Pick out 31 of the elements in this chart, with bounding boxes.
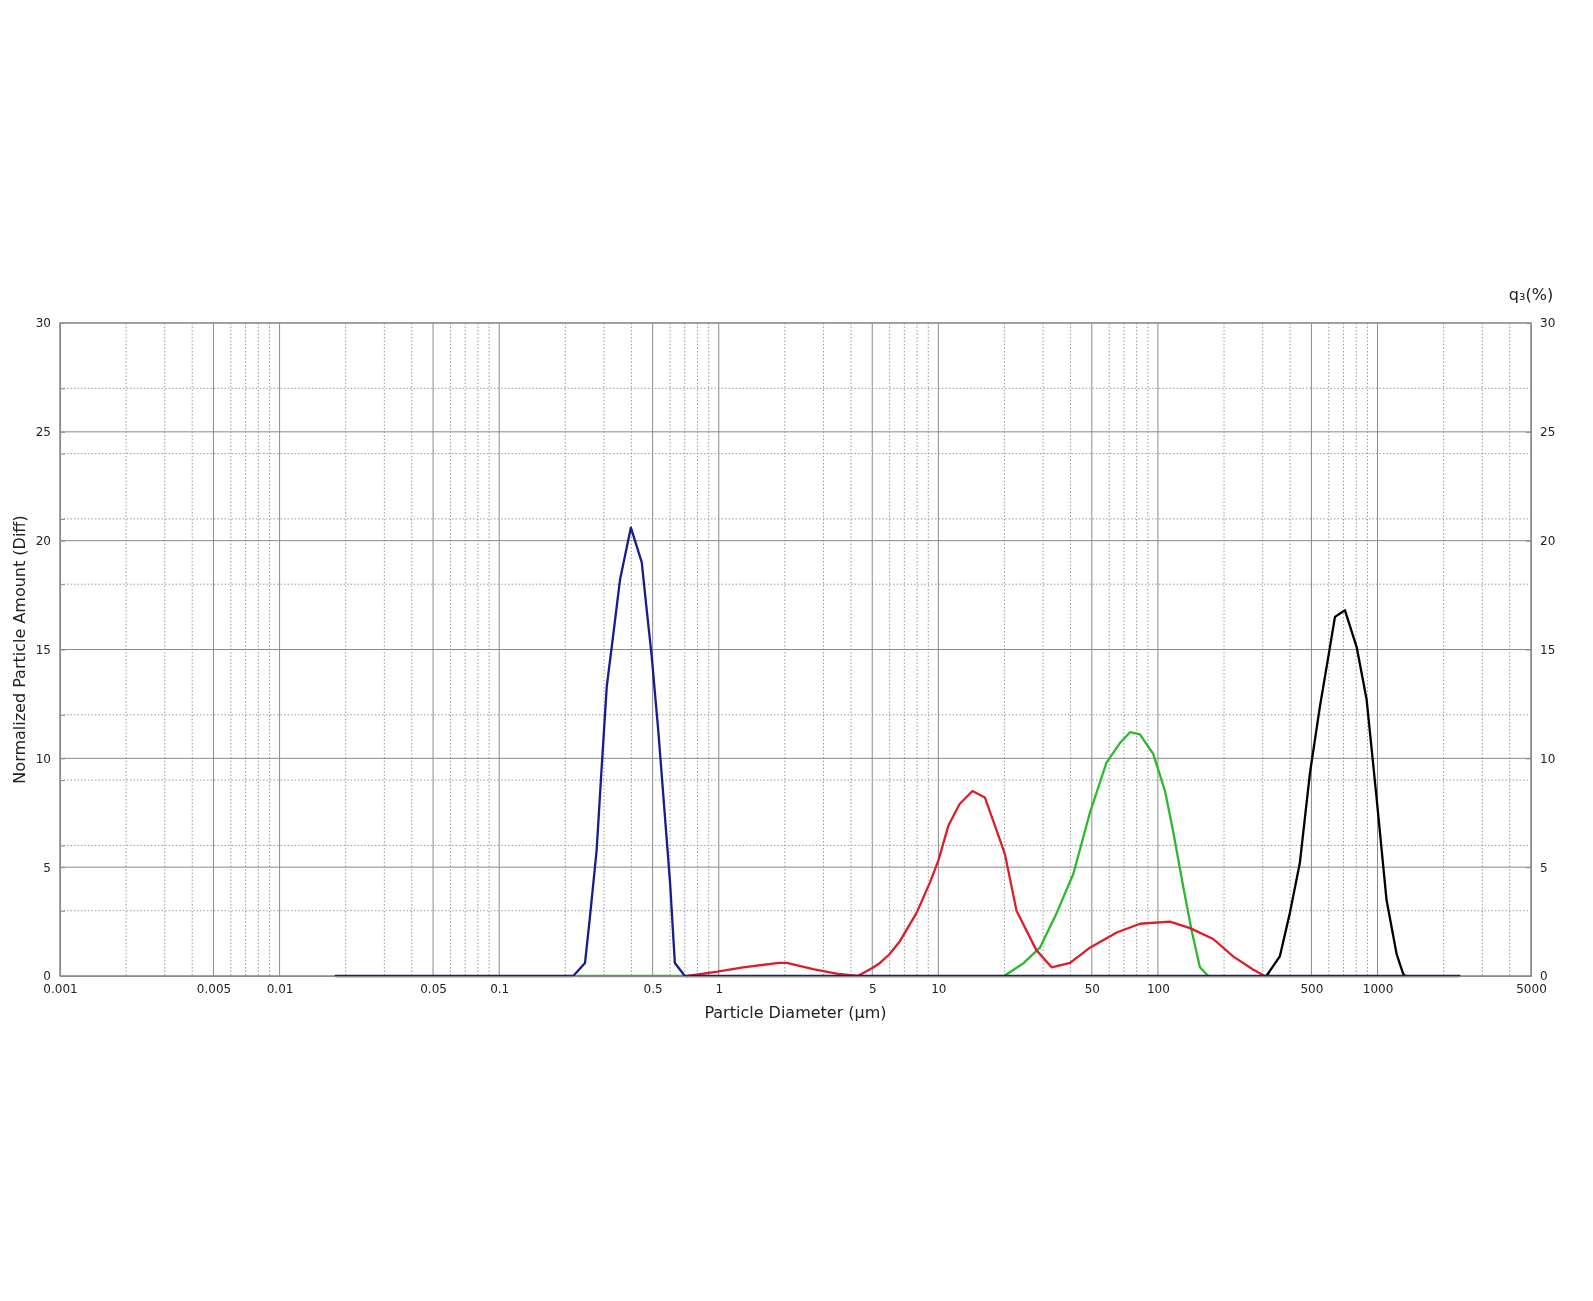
x-tick-label: 500 [1300, 981, 1324, 996]
y2-tick-label: 0 [1540, 969, 1548, 984]
x-tick-label: 10 [931, 981, 947, 996]
x-tick-label: 5 [868, 981, 877, 996]
x-tick-label: 0.001 [43, 981, 78, 996]
y2-tick-label: 15 [1540, 642, 1556, 657]
y2-axis-title: q₃(%) [1508, 285, 1554, 304]
y2-tick-label: 5 [1540, 860, 1548, 875]
x-tick-label: 0.05 [420, 981, 447, 996]
x-tick-label: 5000 [1516, 981, 1547, 996]
x-tick-label: 0.5 [643, 981, 663, 996]
y-tick-label: 25 [35, 425, 51, 440]
y2-tick-label: 30 [1540, 316, 1556, 331]
x-tick-label: 1 [715, 981, 724, 996]
y-tick-label: 20 [35, 534, 51, 549]
y2-tick-label: 20 [1540, 534, 1556, 549]
x-tick-label: 1000 [1362, 981, 1394, 996]
x-tick-label: 0.005 [196, 981, 232, 996]
y-tick-label: 30 [35, 316, 51, 331]
x-axis-title: Particle Diameter (μm) [704, 1003, 887, 1022]
y-tick-label: 15 [35, 642, 51, 657]
x-tick-label: 100 [1146, 981, 1170, 996]
y-tick-label: 10 [35, 751, 51, 766]
y-tick-label: 0 [43, 969, 51, 984]
y2-tick-label: 10 [1540, 751, 1556, 766]
x-tick-label: 0.01 [266, 981, 294, 996]
x-tick-label: 0.1 [490, 981, 510, 996]
x-tick-label: 50 [1084, 981, 1100, 996]
y-axis-title: Normalized Particle Amount (Diff) [10, 515, 29, 784]
y-tick-label: 5 [43, 860, 51, 875]
y2-tick-label: 25 [1540, 425, 1556, 440]
